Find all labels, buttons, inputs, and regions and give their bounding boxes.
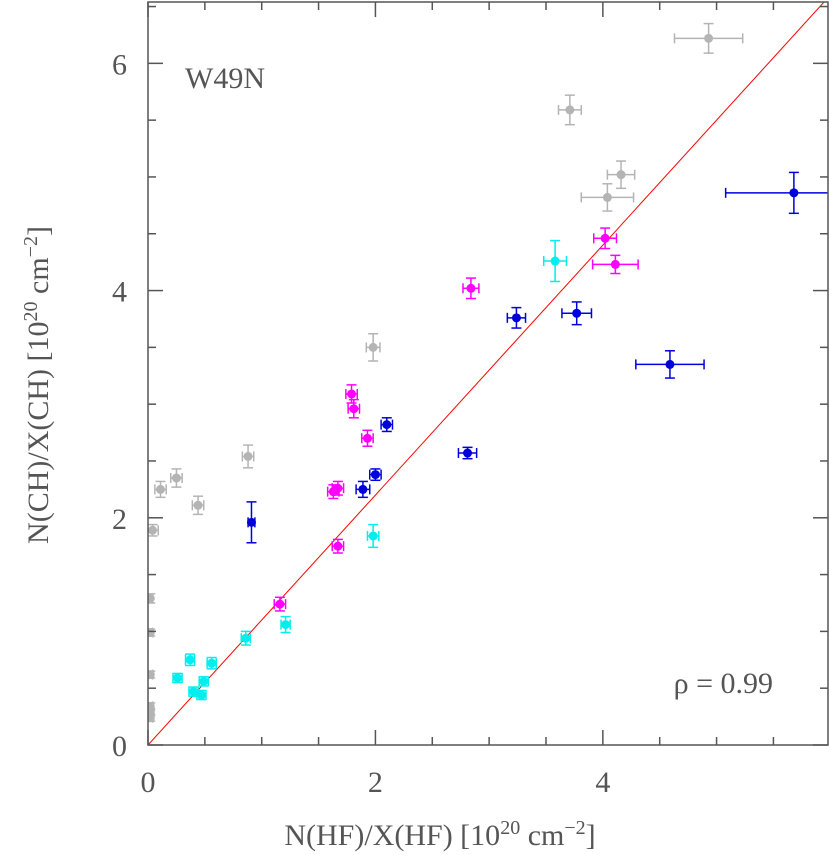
point bbox=[347, 389, 357, 399]
point bbox=[241, 633, 251, 643]
point bbox=[148, 670, 155, 680]
point bbox=[565, 105, 575, 115]
label-part: ] bbox=[22, 226, 55, 236]
point bbox=[246, 517, 256, 527]
point bbox=[333, 541, 343, 551]
series bbox=[172, 239, 568, 701]
point bbox=[349, 404, 359, 414]
point bbox=[463, 448, 473, 458]
superscript: −2 bbox=[20, 236, 42, 257]
superscript: 20 bbox=[500, 817, 520, 839]
series bbox=[273, 227, 639, 612]
point bbox=[665, 359, 675, 369]
fit-line bbox=[148, 2, 825, 745]
point bbox=[610, 259, 620, 269]
y-tick-label: 4 bbox=[112, 276, 127, 309]
label-part: N(HF)/X(HF) [10 bbox=[284, 819, 500, 852]
point bbox=[704, 33, 714, 43]
label-part: N(CH)/X(CH) [10 bbox=[22, 321, 55, 543]
point bbox=[382, 420, 392, 430]
ylabel-label: N(CH)/X(CH) [1020 cm−2] bbox=[20, 226, 55, 544]
point bbox=[600, 233, 610, 243]
point bbox=[511, 313, 521, 323]
point bbox=[368, 531, 378, 541]
x-tick-label: 4 bbox=[595, 766, 610, 799]
label-part: cm bbox=[520, 819, 564, 852]
point bbox=[207, 658, 217, 668]
point bbox=[328, 487, 338, 497]
xlabel-label: N(HF)/X(HF) [1020 cm−2] bbox=[284, 817, 595, 852]
x-tick-label: 2 bbox=[368, 766, 383, 799]
point bbox=[199, 676, 209, 686]
point bbox=[466, 283, 476, 293]
point bbox=[148, 593, 155, 603]
y-tick-label: 6 bbox=[112, 48, 127, 81]
label-part: cm bbox=[22, 257, 55, 301]
point bbox=[275, 599, 285, 609]
point bbox=[281, 620, 291, 630]
point bbox=[243, 451, 253, 461]
point bbox=[156, 484, 166, 494]
point bbox=[616, 170, 626, 180]
point bbox=[148, 628, 155, 638]
point bbox=[789, 188, 799, 198]
label-part: ] bbox=[586, 819, 596, 852]
superscript: −2 bbox=[564, 817, 585, 839]
point bbox=[185, 655, 195, 665]
x-tick-label: 0 bbox=[141, 766, 156, 799]
point bbox=[173, 673, 183, 683]
point bbox=[370, 470, 380, 480]
superscript: 20 bbox=[20, 301, 42, 321]
series bbox=[148, 22, 744, 723]
point bbox=[368, 342, 378, 352]
series bbox=[246, 171, 828, 544]
point bbox=[358, 484, 368, 494]
annotation: ρ = 0.99 bbox=[674, 667, 773, 700]
point bbox=[148, 525, 158, 535]
point bbox=[550, 256, 560, 266]
point bbox=[572, 308, 582, 318]
point bbox=[602, 192, 612, 202]
point bbox=[188, 687, 198, 697]
point bbox=[362, 433, 372, 443]
point bbox=[193, 500, 203, 510]
point bbox=[196, 690, 206, 700]
y-tick-label: 2 bbox=[112, 503, 127, 536]
plot-frame bbox=[147, 1, 829, 746]
point bbox=[148, 713, 155, 723]
point bbox=[171, 473, 181, 483]
annotation: W49N bbox=[185, 62, 265, 95]
y-tick-label: 0 bbox=[112, 730, 127, 763]
